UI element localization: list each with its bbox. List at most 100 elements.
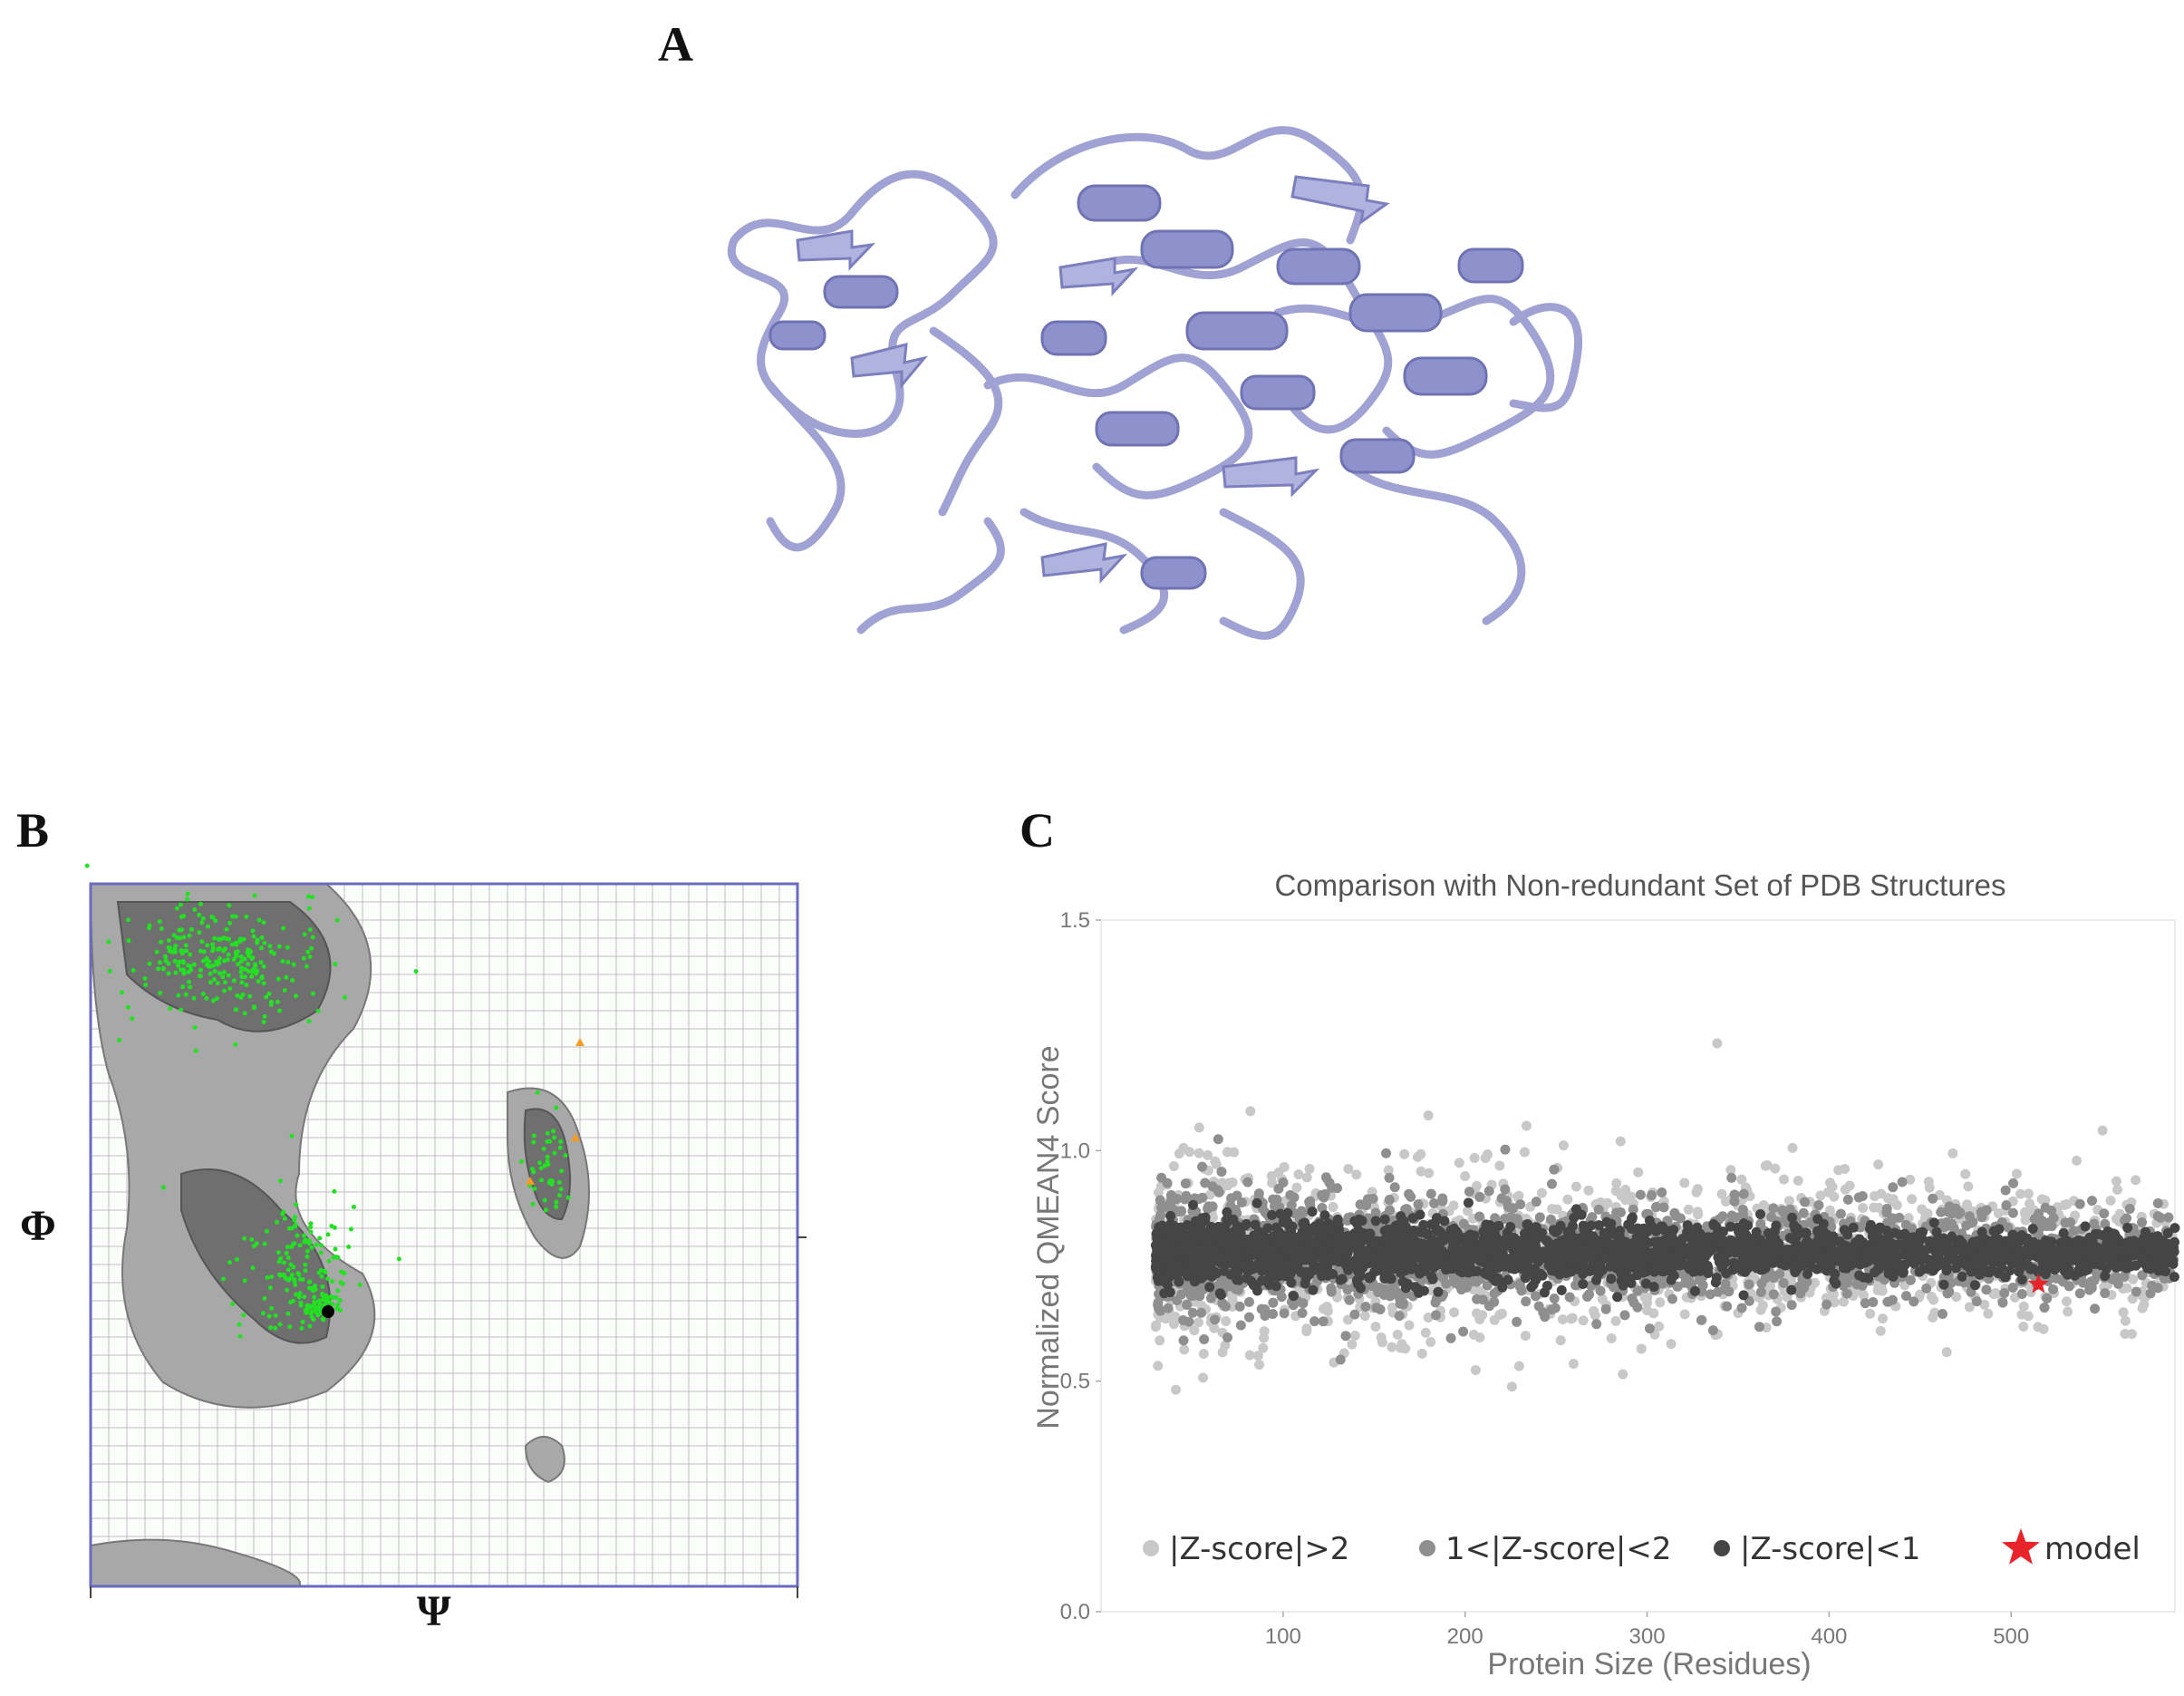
scatter-point	[1319, 1192, 1329, 1203]
scatter-point	[1217, 1279, 1228, 1290]
scatter-point	[1633, 1167, 1644, 1178]
scatter-point	[1357, 1216, 1367, 1226]
scatter-point	[1520, 1331, 1531, 1342]
favored-residue-point	[242, 956, 247, 962]
favored-residue-point	[220, 1276, 226, 1282]
scatter-point	[1564, 1292, 1575, 1303]
scatter-point	[2001, 1200, 2012, 1211]
scatter-point	[1647, 1190, 1657, 1201]
favored-residue-point	[253, 964, 258, 969]
scatter-point	[1482, 1280, 1493, 1291]
favored-residue-point	[226, 973, 231, 978]
favored-residue-point	[211, 977, 217, 983]
favored-residue-point	[227, 920, 233, 926]
scatter-point	[1397, 1299, 1408, 1310]
scatter-point	[1944, 1286, 1955, 1297]
favored-residue-point	[222, 946, 227, 952]
ramachandran-plot	[84, 863, 807, 1598]
scatter-point	[1777, 1205, 1788, 1216]
scatter-point	[1859, 1290, 1870, 1301]
ramachandran-y-label: Φ	[20, 1202, 56, 1250]
favored-residue-point	[282, 987, 287, 993]
favored-residue-point	[309, 945, 314, 951]
favored-residue-point	[217, 971, 222, 976]
scatter-point	[1627, 1294, 1638, 1304]
scatter-point	[1655, 1297, 1666, 1308]
scatter-point	[1606, 1333, 1617, 1343]
scatter-point	[1828, 1289, 1839, 1300]
scatter-point	[1722, 1301, 1733, 1312]
favored-residue-point	[301, 955, 306, 961]
scatter-point	[1888, 1194, 1899, 1205]
favored-residue-point	[308, 1229, 314, 1235]
favored-residue-point	[316, 1299, 322, 1304]
scatter-point	[1827, 1181, 1838, 1192]
scatter-point	[1838, 1296, 1849, 1307]
scatter-point	[2042, 1293, 2053, 1303]
scatter-point	[1236, 1197, 1247, 1207]
favored-residue-point	[222, 988, 227, 993]
favored-residue-point	[308, 1311, 314, 1316]
scatter-point	[1359, 1311, 1370, 1322]
favored-residue-point	[181, 913, 187, 918]
scatter-point	[1199, 1334, 1210, 1345]
residue-points	[84, 863, 585, 1339]
scatter-point	[1496, 1193, 1507, 1204]
scatter-point	[1870, 1191, 1880, 1202]
scatter-point	[1988, 1289, 1999, 1300]
x-tick-label: 100	[1265, 1624, 1301, 1649]
scatter-point	[1242, 1177, 1253, 1187]
scatter-point	[2120, 1328, 2131, 1339]
scatter-point	[1349, 1309, 1360, 1320]
favored-residue-point	[290, 977, 295, 983]
scatter-point	[1389, 1182, 1400, 1193]
scatter-point	[1767, 1270, 1778, 1281]
scatter-point	[1969, 1280, 1980, 1291]
scatter-point	[1651, 1201, 1662, 1212]
scatter-point	[1176, 1289, 1187, 1300]
favored-residue-point	[212, 968, 217, 974]
scatter-point	[2040, 1195, 2051, 1206]
favored-residue-point	[541, 1146, 546, 1151]
favored-residue-point	[259, 945, 265, 951]
favored-residue-point	[290, 1298, 295, 1303]
scatter-point	[1490, 1213, 1501, 1224]
scatter-point	[1200, 1178, 1211, 1188]
favored-residue-point	[251, 1244, 256, 1249]
scatter-point	[1557, 1313, 1568, 1324]
favored-residue-point	[538, 1178, 544, 1183]
favored-residue-point	[277, 1008, 283, 1013]
scatter-point	[1150, 1322, 1161, 1333]
scatter-point	[1593, 1220, 1604, 1231]
scatter-point	[2099, 1208, 2110, 1219]
favored-residue-point	[312, 1294, 317, 1300]
favored-residue-point	[242, 1011, 247, 1016]
favored-residue-point	[197, 912, 202, 917]
scatter-point	[1787, 1212, 1798, 1223]
scatter-point	[1433, 1286, 1444, 1297]
scatter-point	[1297, 1308, 1308, 1319]
scatter-point	[1666, 1339, 1677, 1350]
favored-residue-point	[117, 1037, 122, 1042]
favored-residue-point	[335, 1255, 341, 1260]
scatter-point	[1410, 1282, 1421, 1293]
scatter-point	[1256, 1303, 1267, 1314]
favored-residue-point	[275, 1219, 280, 1225]
favored-residue-point	[413, 969, 419, 974]
scatter-point	[1291, 1182, 1302, 1193]
favored-residue-point	[255, 968, 260, 974]
scatter-point	[1921, 1283, 1932, 1294]
favored-residue-point	[310, 895, 315, 900]
scatter-point	[1198, 1372, 1209, 1383]
scatter-point	[1513, 1361, 1524, 1371]
scatter-point	[1293, 1169, 1304, 1180]
scatter-point	[1582, 1292, 1593, 1303]
scatter-point	[1620, 1185, 1631, 1196]
scatter-point	[1220, 1340, 1231, 1351]
scatter-point	[1506, 1381, 1517, 1392]
favored-residue-point	[210, 942, 216, 947]
qmean-chart: Comparison with Non-redundant Set of PDB…	[1031, 868, 2180, 1681]
scatter-point	[1720, 1278, 1731, 1289]
scatter-point	[1193, 1148, 1204, 1158]
favored-residue-point	[233, 914, 238, 919]
